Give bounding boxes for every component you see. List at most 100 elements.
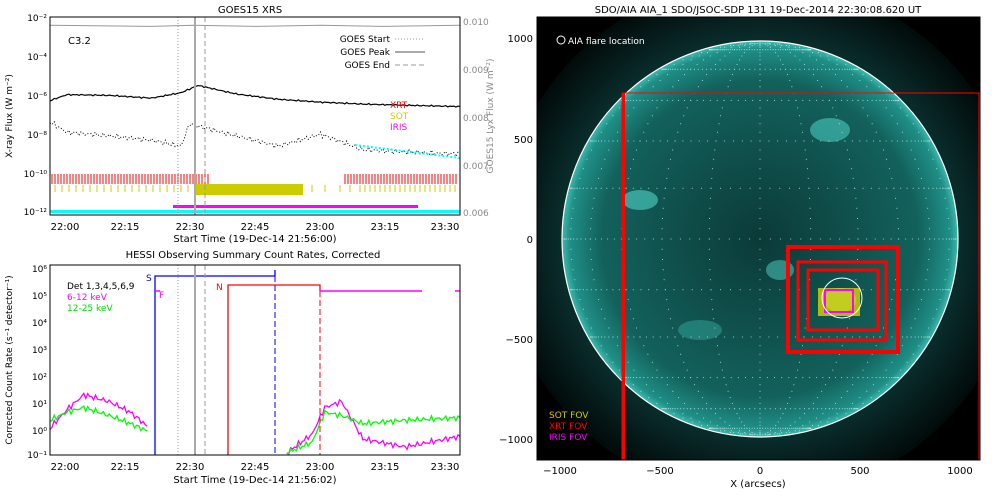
- grid-dot: [652, 390, 654, 392]
- grid-dot: [590, 140, 591, 142]
- grid-dot: [809, 377, 811, 379]
- grid-dot: [759, 289, 761, 291]
- grid-dot: [862, 187, 864, 189]
- grid-dot: [767, 432, 769, 434]
- grid-dot: [835, 377, 836, 379]
- grid-dot: [777, 433, 779, 435]
- grid-dot: [625, 377, 627, 379]
- grid-dot: [738, 417, 740, 419]
- grid-dot: [759, 434, 761, 436]
- grid-dot: [782, 49, 784, 51]
- xrt-observation-ticks: [51, 174, 457, 184]
- grid-dot: [663, 68, 665, 70]
- grid-dot: [720, 289, 722, 291]
- grid-dot: [662, 68, 664, 70]
- grid-dot: [754, 433, 756, 435]
- grid-dot: [586, 158, 588, 160]
- grid-dot: [643, 131, 645, 133]
- grid-dot: [640, 390, 642, 392]
- grid-dot: [633, 336, 635, 338]
- grid-dot: [600, 187, 602, 189]
- grid-dot: [762, 434, 764, 436]
- grid-dot: [810, 427, 812, 429]
- grid-dot: [759, 327, 761, 329]
- grid-dot: [630, 308, 632, 310]
- grid-dot: [944, 279, 946, 281]
- grid-dot: [593, 140, 595, 142]
- grid-dot: [677, 408, 679, 410]
- grid-dot: [883, 327, 884, 329]
- grid-dot: [905, 238, 907, 240]
- grid-dot: [821, 86, 823, 88]
- grid-dot: [870, 187, 872, 189]
- grid-dot: [717, 131, 718, 133]
- goes-panel: GOES15 XRS 10⁻² 10⁻⁴ 10⁻⁶ 10⁻⁸ 10⁻¹⁰ 10⁻…: [5, 5, 496, 245]
- grid-dot: [789, 44, 791, 46]
- grid-dot: [873, 336, 875, 338]
- grid-dot: [788, 99, 790, 101]
- grid-dot: [710, 68, 712, 70]
- grid-dot: [932, 158, 934, 160]
- grid-dot: [900, 369, 902, 371]
- grid-dot: [664, 289, 666, 291]
- grid-dot: [698, 55, 700, 57]
- grid-dot: [736, 427, 738, 429]
- grid-dot: [730, 377, 732, 379]
- grid-dot: [794, 55, 796, 57]
- grid-dot: [709, 269, 711, 271]
- grid-dot: [682, 413, 684, 415]
- grid-dot: [923, 238, 925, 240]
- grid-dot: [815, 59, 817, 61]
- grid-dot: [803, 140, 805, 142]
- grid-dot: [690, 408, 692, 410]
- grid-dot: [709, 207, 711, 209]
- grid-dot: [891, 99, 893, 101]
- grid-dot: [906, 361, 908, 363]
- grid-dot: [946, 269, 948, 271]
- grid-dot: [836, 417, 838, 419]
- grid-dot: [759, 248, 761, 250]
- grid-dot: [737, 99, 739, 101]
- grid-dot: [784, 68, 786, 70]
- aia-flare-location-circle: [821, 277, 863, 319]
- grid-dot: [808, 68, 810, 70]
- grid-dot: [729, 79, 731, 81]
- grid-dot: [743, 427, 745, 429]
- grid-dot: [724, 408, 726, 410]
- grid-dot: [572, 289, 574, 291]
- grid-dot: [715, 63, 716, 65]
- grid-dot: [595, 187, 597, 189]
- grid-dot: [739, 68, 741, 70]
- grid-dot: [652, 86, 654, 88]
- grid-dot: [686, 408, 688, 410]
- grid-dot: [706, 68, 708, 70]
- grid-dot: [805, 427, 807, 429]
- grid-dot: [696, 63, 698, 65]
- grid-dot: [794, 336, 796, 338]
- grid-dot: [885, 107, 887, 109]
- grid-dot: [639, 99, 641, 101]
- grid-dot: [866, 336, 868, 338]
- goes-right-ytick-label: 0.010: [463, 18, 489, 28]
- grid-dot: [691, 421, 693, 423]
- grid-dot: [835, 74, 836, 76]
- grid-dot: [812, 424, 813, 426]
- grid-dot: [764, 43, 766, 45]
- grid-dot: [595, 140, 597, 142]
- grid-dot: [672, 408, 674, 410]
- grid-dot: [851, 68, 852, 70]
- hessi-xtick-label: 23:00: [306, 462, 335, 473]
- grid-dot: [751, 49, 753, 51]
- grid-dot: [925, 279, 927, 281]
- grid-dot: [764, 427, 766, 429]
- grid-dot: [784, 408, 786, 410]
- grid-dot: [852, 177, 854, 179]
- goes-xtick-label: 22:15: [111, 222, 140, 233]
- grid-dot: [838, 68, 840, 70]
- grid-dot: [759, 417, 761, 419]
- grid-dot: [885, 369, 887, 371]
- grid-dot: [804, 63, 805, 65]
- aia-ytick-label: −500: [506, 335, 533, 346]
- grid-dot: [762, 49, 764, 51]
- grid-dot: [774, 68, 776, 70]
